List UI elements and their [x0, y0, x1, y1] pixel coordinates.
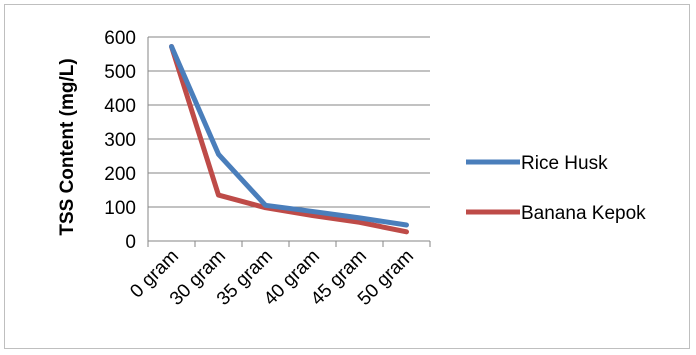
series-line-banana-kepok [169, 44, 409, 235]
y-tick-label: 400 [104, 96, 136, 117]
axes [147, 37, 431, 247]
y-tick-label: 0 [125, 232, 136, 253]
y-tick-label: 200 [104, 164, 136, 185]
series-line-rice-husk [169, 44, 409, 228]
gridlines [148, 36, 430, 208]
y-tick-label: 300 [104, 130, 136, 151]
y-tick-label: 500 [104, 62, 136, 83]
legend-entry: Rice Husk [466, 153, 608, 174]
legend-label: Banana Kepok [521, 203, 646, 224]
y-tick-labels: 0 100 200 300 400 500 600 [104, 28, 136, 253]
legend-entry: Banana Kepok [466, 203, 646, 224]
legend: Rice Husk Banana Kepok [466, 153, 646, 224]
y-tick-label: 100 [104, 198, 136, 219]
series-lines [169, 44, 409, 235]
y-axis-title: TSS Content (mg/L) [57, 58, 78, 235]
y-tick-label: 600 [104, 28, 136, 49]
chart-frame [4, 4, 690, 349]
legend-label: Rice Husk [521, 153, 608, 174]
